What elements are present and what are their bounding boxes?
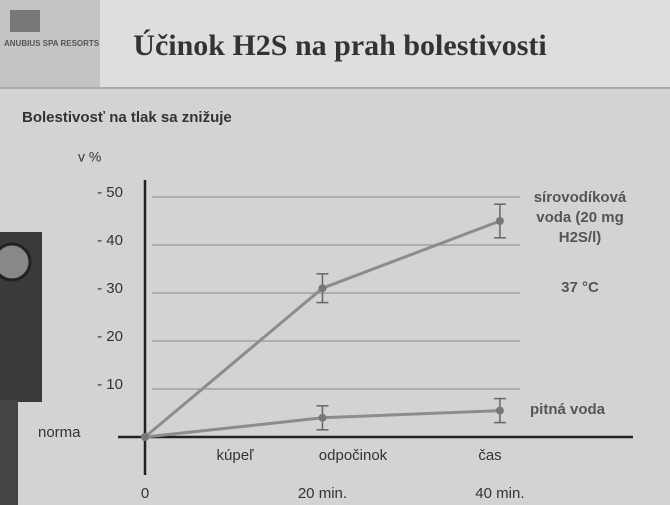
y-axis-label: v % <box>78 149 101 165</box>
data-point <box>318 413 327 422</box>
data-point <box>495 406 504 415</box>
data-point <box>318 284 327 293</box>
phase-label: čas <box>478 447 501 464</box>
y-tick-label: - 40 <box>97 232 123 249</box>
header-band <box>0 0 670 88</box>
y-tick-label: - 50 <box>97 184 123 201</box>
logo-text: ANUBIUS SPA RESORTS <box>4 39 100 48</box>
x-tick-label: 20 min. <box>298 485 347 502</box>
phase-label: kúpeľ <box>217 447 255 464</box>
x-tick-label: 0 <box>141 485 149 502</box>
background-edge <box>0 400 18 505</box>
series-label: pitná voda <box>530 401 606 418</box>
phase-label: odpočinok <box>319 447 388 464</box>
data-point <box>495 217 504 225</box>
y-tick-label: - 30 <box>97 280 123 297</box>
y-tick-label: - 20 <box>97 328 123 345</box>
slide-title: Účinok H2S na prah bolestivosti <box>133 29 546 62</box>
y-tick-label: norma <box>38 424 81 441</box>
data-point <box>141 433 149 441</box>
x-tick-label: 40 min. <box>475 485 524 502</box>
chart-title: Bolestivosť na tlak sa znižuje <box>22 109 232 126</box>
gauge <box>0 242 32 282</box>
y-tick-label: - 10 <box>97 376 123 393</box>
logo-icon <box>10 10 40 32</box>
annotation: 37 °C <box>561 279 599 296</box>
series-label: sírovodíková voda (20 mg H2S/l) <box>533 189 627 246</box>
